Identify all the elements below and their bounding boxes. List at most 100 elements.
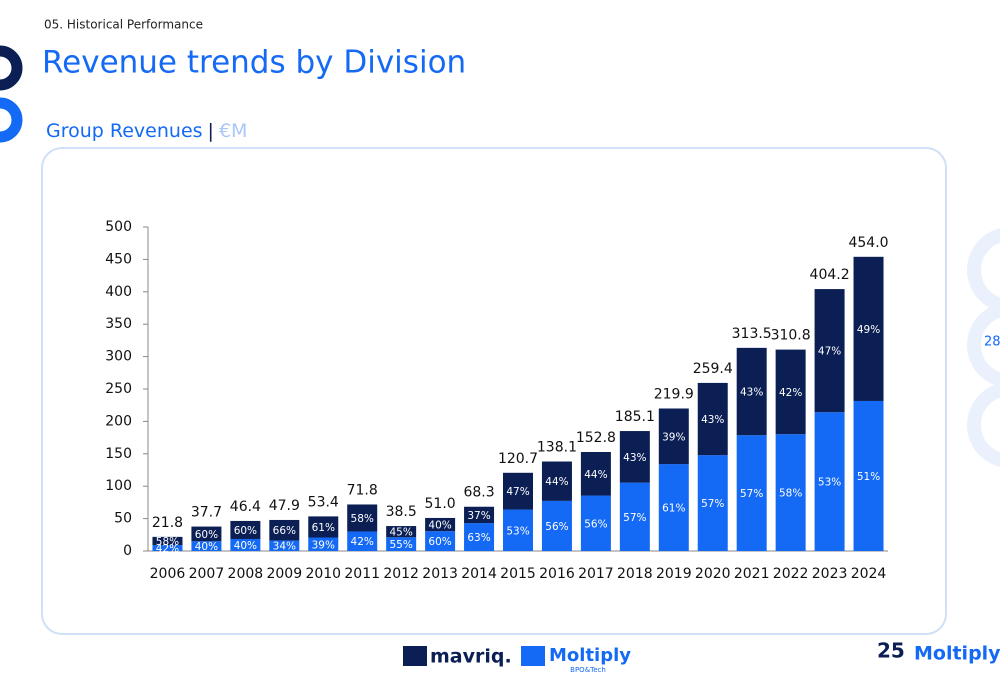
x-tick-label: 2014 <box>461 566 497 582</box>
total-label: 38.5 <box>386 504 417 520</box>
x-tick-label: 2022 <box>773 566 809 582</box>
segment-label: 44% <box>584 469 607 481</box>
y-tick-label: 50 <box>114 511 132 527</box>
bar-segment <box>464 506 495 524</box>
x-tick-label: 2015 <box>500 566 536 582</box>
page-number: 28 <box>984 335 1000 350</box>
badge-brand: Moltiply <box>914 643 1000 665</box>
total-label: 47.9 <box>269 498 300 514</box>
bar-segment <box>308 516 339 538</box>
x-tick-label: 2013 <box>422 566 458 582</box>
segment-label: 58% <box>156 536 179 548</box>
subtitle-separator: | <box>208 120 214 142</box>
x-tick-label: 2007 <box>189 566 225 582</box>
segment-label: 40% <box>234 540 257 552</box>
bar-segment <box>191 526 222 542</box>
total-label: 138.1 <box>537 440 577 456</box>
decor-ring <box>967 228 1000 312</box>
bar-segment <box>269 519 300 541</box>
bar-segment <box>503 509 533 551</box>
legend-label: mavriq. <box>430 646 512 668</box>
bar-stack <box>814 289 845 551</box>
bar-segment <box>736 435 767 551</box>
segment-label: 66% <box>273 525 296 537</box>
bar-segment <box>347 531 378 551</box>
decor-ring <box>0 97 23 143</box>
bar-stack <box>347 504 378 551</box>
subtitle-unit: €M <box>219 120 247 142</box>
bar-stack <box>853 256 884 551</box>
y-tick-label: 300 <box>105 349 132 365</box>
total-label: 46.4 <box>230 499 261 515</box>
segment-label: 61% <box>662 503 685 515</box>
segment-label: 40% <box>428 520 451 532</box>
segment-label: 57% <box>623 512 646 524</box>
bar-segment <box>347 504 378 532</box>
bar-segment <box>386 526 417 538</box>
bar-stack <box>386 526 417 551</box>
x-tick-label: 2006 <box>150 566 186 582</box>
segment-label: 37% <box>467 510 490 522</box>
x-tick-label: 2018 <box>617 566 653 582</box>
x-tick-label: 2010 <box>305 566 341 582</box>
bar-segment <box>308 537 339 551</box>
total-label: 71.8 <box>347 482 378 498</box>
legend-swatch <box>521 646 545 666</box>
bar-stack <box>191 526 222 551</box>
y-tick-label: 150 <box>105 446 132 462</box>
bar-stack <box>308 516 339 551</box>
bar-stack <box>775 349 806 551</box>
bar-stack <box>464 506 495 551</box>
decor-ring <box>967 383 1000 467</box>
x-tick-label: 2020 <box>695 566 731 582</box>
decor-ring <box>0 45 23 91</box>
segment-label: 60% <box>428 536 451 548</box>
chart-card <box>41 147 947 635</box>
bar-segment <box>386 537 417 551</box>
legend-label: Moltiply <box>549 645 631 666</box>
badge-number: 25 <box>877 639 905 663</box>
x-tick-label: 2023 <box>812 566 848 582</box>
subtitle-text: Group Revenues <box>46 120 203 142</box>
bar-stack <box>580 451 611 551</box>
total-label: 152.8 <box>576 430 616 446</box>
bar-stack <box>541 461 572 551</box>
total-label: 185.1 <box>615 409 655 425</box>
bar-segment <box>425 531 456 551</box>
y-tick-label: 500 <box>105 219 132 235</box>
bar-stack <box>697 382 728 551</box>
segment-label: 49% <box>857 324 880 336</box>
logo-tagline: BPO&Tech <box>570 666 606 674</box>
bar-segment <box>814 412 845 551</box>
segment-label: 51% <box>857 471 880 483</box>
bar-stack <box>425 517 456 551</box>
bar-stack <box>503 472 533 551</box>
segment-label: 60% <box>234 525 257 537</box>
segment-label: 47% <box>818 346 841 358</box>
x-tick-label: 2024 <box>851 566 887 582</box>
legend-swatch <box>403 646 427 666</box>
segment-label: 57% <box>740 488 763 500</box>
bar-segment <box>775 434 806 551</box>
total-label: 219.9 <box>654 387 694 403</box>
segment-label: 40% <box>195 541 218 553</box>
segment-label: 55% <box>389 539 412 551</box>
segment-label: 43% <box>701 414 724 426</box>
x-tick-label: 2021 <box>734 566 770 582</box>
bar-stack <box>269 519 300 551</box>
x-tick-label: 2012 <box>383 566 419 582</box>
segment-label: 39% <box>662 431 685 443</box>
bar-segment <box>152 536 183 546</box>
y-tick-label: 350 <box>105 316 132 332</box>
total-label: 313.5 <box>732 326 772 342</box>
bar-segment <box>152 545 183 551</box>
bar-segment <box>191 541 222 551</box>
bar-segment <box>425 517 456 532</box>
y-tick-label: 100 <box>105 478 132 494</box>
bar-segment <box>580 451 611 496</box>
total-label: 37.7 <box>191 505 222 521</box>
x-tick-label: 2009 <box>266 566 302 582</box>
segment-label: 47% <box>506 486 529 498</box>
segment-label: 53% <box>506 525 529 537</box>
